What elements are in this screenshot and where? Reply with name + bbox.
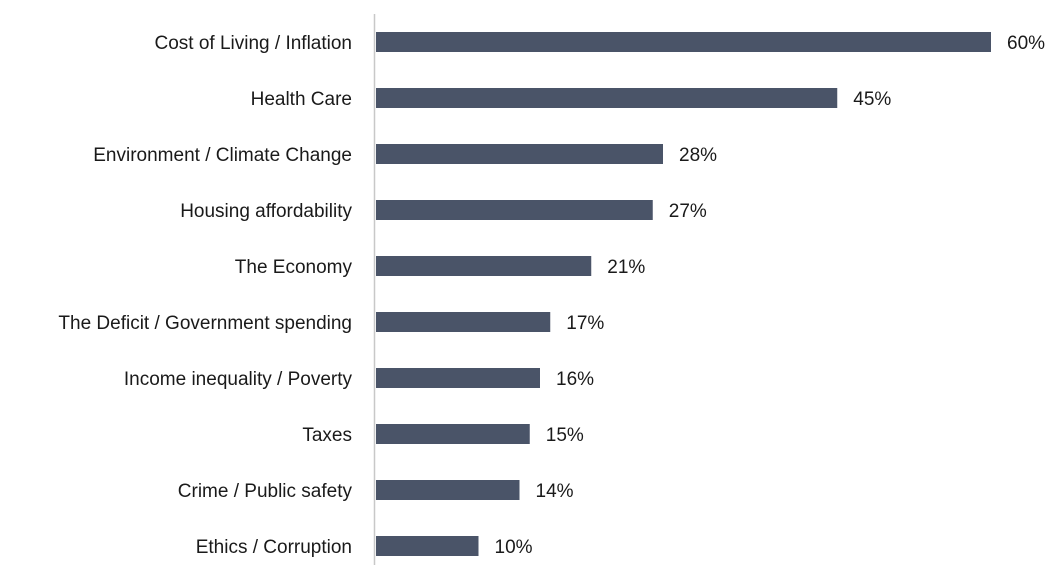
bar xyxy=(376,256,592,276)
category-label: Taxes xyxy=(302,425,352,446)
bar xyxy=(376,480,520,500)
value-label: 45% xyxy=(853,89,891,110)
category-label: The Economy xyxy=(235,257,353,278)
bar xyxy=(376,536,479,556)
category-label: Ethics / Corruption xyxy=(196,537,352,558)
value-label: 17% xyxy=(566,313,604,334)
bar xyxy=(376,88,838,108)
bar xyxy=(376,368,540,388)
category-label: Environment / Climate Change xyxy=(93,145,352,166)
category-label: Crime / Public safety xyxy=(178,481,353,502)
category-label: The Deficit / Government spending xyxy=(58,313,352,334)
bars-group: Cost of Living / Inflation 60% Health Care… xyxy=(58,32,1045,558)
bar xyxy=(376,32,991,52)
category-label: Housing affordability xyxy=(180,201,352,222)
value-label: 16% xyxy=(556,369,594,390)
category-label: Cost of Living / Inflation xyxy=(155,33,353,54)
value-label: 28% xyxy=(679,145,717,166)
category-label: Health Care xyxy=(251,89,352,110)
value-label: 60% xyxy=(1007,33,1045,54)
bar xyxy=(376,424,530,444)
value-label: 21% xyxy=(607,257,645,278)
value-label: 10% xyxy=(495,537,533,558)
bar xyxy=(376,200,653,220)
category-label: Income inequality / Poverty xyxy=(124,369,353,390)
bar xyxy=(376,144,663,164)
value-label: 15% xyxy=(546,425,584,446)
bar xyxy=(376,312,551,332)
value-label: 27% xyxy=(669,201,707,222)
value-label: 14% xyxy=(536,481,574,502)
